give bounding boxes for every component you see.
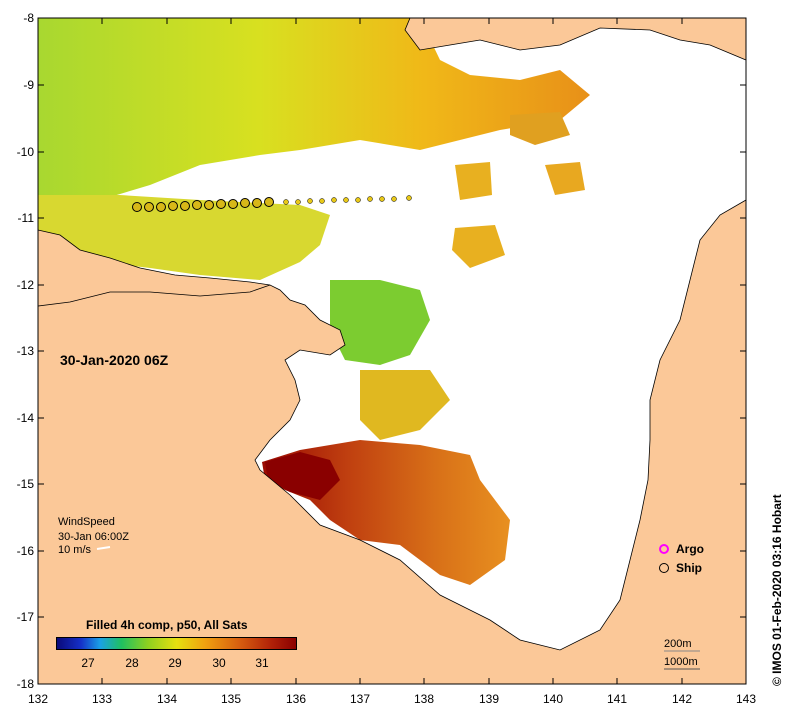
x-tick-label: 143 [735,692,757,706]
y-tick-label: -9 [23,78,34,92]
colorbar [56,637,297,650]
y-tick-label: -13 [16,344,34,358]
argo-marker-icon [659,544,669,554]
x-tick-label: 132 [27,692,49,706]
sst-region-north [38,18,590,205]
colorbar-tick: 30 [212,656,226,670]
colorbar-title: Filled 4h comp, p50, All Sats [86,618,248,632]
map-timestamp: 30-Jan-2020 06Z [60,352,169,368]
contour-200m-label: 200m [664,638,692,650]
x-tick-label: 135 [220,692,242,706]
colorbar-tick: 31 [255,656,269,670]
y-tick-label: -11 [17,211,34,225]
y-tick-label: -18 [16,677,34,691]
sst-patch [510,112,570,145]
wind-legend-title: WindSpeed [58,516,115,528]
ship-marker-icon [659,563,669,573]
wind-legend-time: 30-Jan 06:00Z [58,531,129,543]
axis-ticks [37,17,747,685]
y-tick-label: -12 [16,278,34,292]
y-tick-label: -10 [16,145,34,159]
y-tick-label: -17 [16,610,34,624]
x-tick-label: 139 [478,692,500,706]
sst-patch [455,162,492,200]
wind-scale-arrow [96,546,111,550]
x-tick-label: 138 [413,692,435,706]
sst-region-central [360,370,450,440]
land-new-guinea [404,17,747,61]
sst-region-hotspot [265,452,340,500]
y-tick-label: -16 [16,544,34,558]
x-tick-label: 140 [542,692,564,706]
y-tick-label: -14 [16,411,34,425]
x-tick-label: 133 [91,692,113,706]
ship-track [132,195,412,212]
x-tick-label: 137 [349,692,371,706]
y-tick-label: -8 [23,11,34,25]
legend-ship-label: Ship [676,561,702,575]
sst-patch [545,162,585,195]
colorbar-tick: 27 [81,656,95,670]
legend-argo-label: Argo [676,542,704,556]
wind-legend-scale: 10 m/s [58,544,92,556]
colorbar-tick: 28 [125,656,139,670]
x-tick-label: 141 [606,692,628,706]
x-tick-label: 136 [285,692,307,706]
x-tick-label: 142 [671,692,693,706]
contour-1000m-label: 1000m [664,656,698,668]
land-arnhem [37,229,271,307]
colorbar-tick: 29 [168,656,182,670]
sst-patch [452,225,505,268]
y-tick-label: -15 [16,477,34,491]
sst-region-green-patch [330,280,430,365]
x-tick-label: 134 [156,692,178,706]
copyright-notice: © IMOS 01-Feb-2020 03:16 Hobart [770,494,784,686]
